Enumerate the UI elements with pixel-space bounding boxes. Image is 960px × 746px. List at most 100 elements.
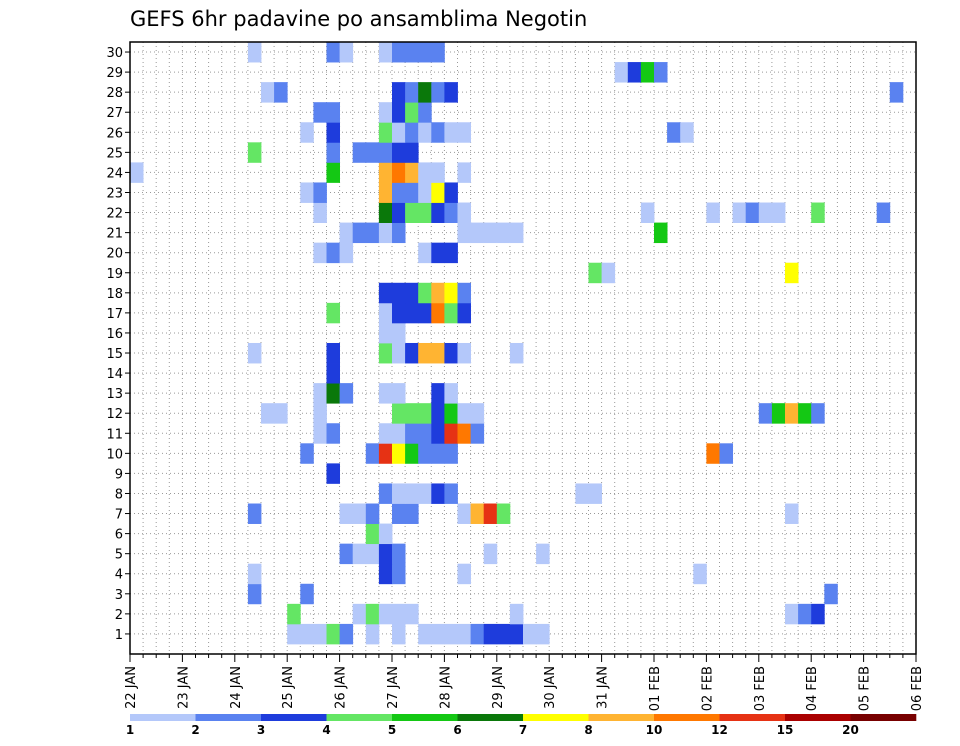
heatmap-cell: [418, 443, 432, 464]
heatmap-cell: [405, 102, 419, 123]
heatmap-cell: [457, 282, 471, 304]
heatmap-cell: [405, 302, 419, 324]
x-tick-label: 25 JAN: [281, 666, 296, 709]
legend-swatch: [850, 714, 917, 721]
heatmap-cell: [392, 342, 406, 364]
heatmap-cell: [418, 302, 432, 324]
heatmap-cell: [431, 342, 445, 364]
heatmap-cell: [247, 42, 262, 63]
heatmap-cell: [667, 122, 681, 143]
y-tick-label: 8: [115, 487, 123, 502]
heatmap-cell: [326, 363, 340, 384]
legend-swatch: [195, 714, 262, 721]
heatmap-cell: [798, 403, 812, 424]
heatmap-cell: [378, 282, 393, 304]
x-tick-label: 03 FEB: [753, 666, 768, 711]
legend-label: 10: [646, 723, 663, 737]
x-tick-label: 06 FEB: [910, 666, 925, 711]
heatmap-cell: [130, 162, 144, 183]
heatmap-cell: [378, 222, 393, 244]
heatmap-cell: [352, 503, 367, 524]
x-tick-label: 26 JAN: [334, 666, 349, 709]
grid: [129, 42, 917, 654]
heatmap-cell: [378, 42, 393, 63]
heatmap-cell: [339, 42, 354, 63]
heatmap-cell: [418, 623, 432, 645]
heatmap-cell: [247, 142, 262, 163]
heatmap-cell: [614, 62, 629, 83]
heatmap-cell: [405, 403, 419, 424]
heatmap-cell: [326, 102, 340, 123]
legend: 1 2 3 4 5 6 7 8 10 12 15 20: [126, 714, 917, 737]
heatmap-cell: [405, 483, 419, 504]
heatmap-cell: [365, 603, 380, 625]
heatmap-cell: [444, 82, 458, 103]
legend-label: 2: [191, 723, 199, 737]
heatmap-cell: [509, 342, 524, 364]
y-tick-label: 18: [106, 287, 123, 302]
heatmap-cell: [392, 503, 406, 524]
heatmap-cell: [811, 202, 825, 223]
heatmap-cell: [326, 623, 340, 645]
heatmap-cell: [509, 222, 524, 244]
heatmap-cell: [392, 543, 406, 565]
heatmap-cell: [313, 423, 327, 444]
heatmap-cell: [392, 102, 406, 123]
heatmap-cell: [392, 162, 406, 183]
heatmap-cell: [627, 62, 642, 83]
heatmap-cell: [719, 443, 733, 464]
heatmap-cell: [326, 302, 340, 324]
heatmap-cell: [758, 403, 773, 424]
heatmap-cell: [313, 182, 327, 203]
heatmap-cell: [431, 282, 445, 304]
heatmap-cell: [785, 403, 799, 424]
heatmap-cell: [352, 222, 367, 244]
heatmap-cell: [326, 463, 340, 484]
heatmap-cell: [392, 623, 406, 645]
heatmap-cell: [431, 242, 445, 264]
x-axis: 22 JAN 23 JAN 24 JAN 25 JAN 26 JAN 27 JAN 28 J…: [124, 654, 925, 711]
heatmap-cell: [405, 443, 419, 464]
heatmap-cell: [496, 623, 511, 645]
heatmap-cell: [287, 603, 301, 625]
heatmap-cell: [444, 483, 458, 504]
y-tick-label: 1: [115, 628, 123, 643]
heatmap-cell: [326, 342, 340, 364]
heatmap-cell: [431, 82, 445, 103]
heatmap-cell: [365, 503, 380, 524]
x-tick-label: 23 JAN: [176, 666, 191, 709]
heatmap-cell: [378, 162, 393, 183]
heatmap-cell: [378, 523, 393, 545]
y-tick-label: 23: [106, 186, 123, 201]
x-tick-label: 30 JAN: [543, 666, 558, 709]
y-tick-label: 6: [115, 528, 123, 543]
chart-title: GEFS 6hr padavine po ansamblima Negotin: [130, 7, 587, 31]
y-tick-label: 19: [106, 267, 123, 282]
legend-label: 12: [711, 723, 728, 737]
heatmap-cell: [378, 603, 393, 625]
heatmap-cell: [261, 403, 275, 424]
heatmap-cell: [365, 142, 380, 163]
heatmap-cell: [339, 222, 354, 244]
y-tick-label: 3: [115, 588, 123, 603]
heatmap-cell: [392, 142, 406, 163]
x-tick-label: 22 JAN: [124, 666, 139, 709]
heatmap-cell: [483, 222, 498, 244]
heatmap-cell: [418, 162, 432, 183]
heatmap-cell: [405, 142, 419, 163]
x-tick-label: 29 JAN: [491, 666, 506, 709]
heatmap-cell: [431, 302, 445, 324]
heatmap-cell: [431, 383, 445, 404]
heatmap-cell: [706, 443, 720, 464]
heatmap-cell: [640, 202, 655, 223]
x-tick-label: 28 JAN: [438, 666, 453, 709]
heatmap-cell: [771, 403, 786, 424]
heatmap-cell: [352, 142, 367, 163]
heatmap-cell: [405, 342, 419, 364]
heatmap-cell: [392, 282, 406, 304]
heatmap-cell: [339, 623, 354, 645]
heatmap-cell: [339, 383, 354, 404]
heatmap-cell: [457, 503, 471, 524]
y-tick-label: 2: [115, 608, 123, 623]
heatmap-cell: [588, 262, 602, 284]
